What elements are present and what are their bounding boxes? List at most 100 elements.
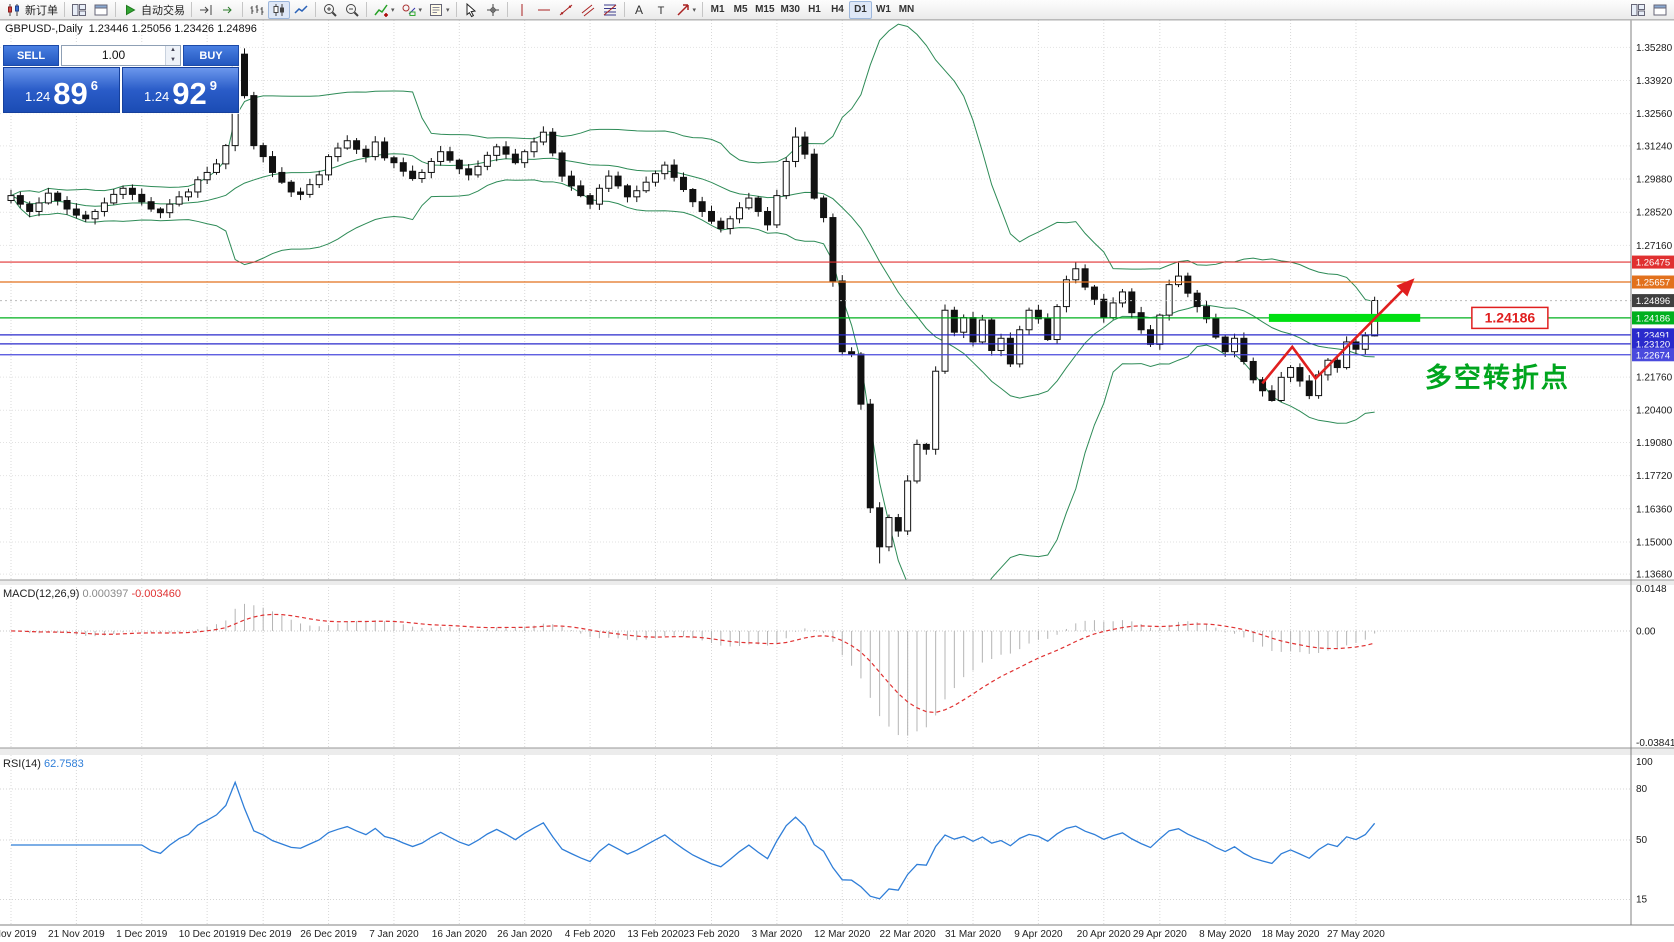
volume-up-icon[interactable]: ▲ <box>166 46 180 56</box>
buy-price-button[interactable]: 1.24 92 9 <box>122 67 239 113</box>
fibonacci-button[interactable] <box>599 1 621 19</box>
buy-price-prefix: 1.24 <box>143 89 170 104</box>
sell-price-prefix: 1.24 <box>24 89 51 104</box>
timeframe-m5-button[interactable]: M5 <box>729 1 752 19</box>
horizontal-line-button[interactable] <box>533 1 555 19</box>
arrows-button[interactable]: ▾ <box>672 1 700 19</box>
buy-button[interactable]: BUY <box>183 45 239 66</box>
chart-ohlc-values: 1.23446 1.25056 1.23426 1.24896 <box>88 23 257 35</box>
toolbar-separator <box>702 2 704 17</box>
equidistant-channel-icon <box>581 4 594 16</box>
new-order-button-label: 新订单 <box>25 4 58 17</box>
bar-chart-button[interactable] <box>246 1 268 19</box>
price-label-annotation[interactable]: 1.24186 <box>1471 306 1549 330</box>
buy-price-big: 92 <box>172 75 207 111</box>
turning-point-text[interactable]: 多空转折点 <box>1425 362 1570 393</box>
templates-button[interactable]: ▾ <box>425 1 453 19</box>
timeframe-h4-button[interactable]: H4 <box>826 1 849 19</box>
new-chart-button[interactable] <box>90 1 112 19</box>
rsi-panel <box>0 780 1631 900</box>
timeframe-m30-button[interactable]: M30 <box>778 1 803 19</box>
timeframe-d1-button[interactable]: D1 <box>848 0 872 19</box>
panel-separators[interactable] <box>0 579 1674 755</box>
svg-text:0.0148: 0.0148 <box>1636 584 1667 595</box>
crosshair-button[interactable] <box>482 1 504 19</box>
svg-text:16 Jan 2020: 16 Jan 2020 <box>432 929 487 940</box>
indicators-button[interactable]: ▾ <box>370 1 398 19</box>
vertical-line-icon <box>521 3 523 16</box>
candlestick-chart-icon <box>273 3 284 16</box>
toolbar-separator <box>191 2 192 17</box>
vertical-line-button[interactable] <box>511 1 533 19</box>
cursor-button[interactable] <box>460 1 482 19</box>
restore-chart-button[interactable] <box>1649 1 1671 19</box>
timeframe-mn-button[interactable]: MN <box>895 1 918 19</box>
line-chart-button[interactable] <box>290 1 312 19</box>
sell-price-sup: 6 <box>90 78 99 93</box>
objects-list-button[interactable]: ▾ <box>398 1 426 19</box>
svg-text:1 Dec 2019: 1 Dec 2019 <box>116 929 168 940</box>
chart-title: GBPUSD-,Daily 1.23446 1.25056 1.23426 1.2… <box>5 23 257 35</box>
timeframe-w1-button[interactable]: W1 <box>872 1 895 19</box>
macd-label: MACD(12,26,9) 0.000397 -0.003460 <box>3 588 181 600</box>
timeframe-h1-button[interactable]: H1 <box>803 1 826 19</box>
svg-text:1.24186: 1.24186 <box>1636 313 1670 324</box>
zoom-out-button[interactable] <box>341 1 363 19</box>
price-axis[interactable]: 1.35280 1.33920 1.32560 1.31240 1.29880 1.285… <box>1632 43 1674 906</box>
chart-shift-icon <box>200 4 212 15</box>
dropdown-arrow-icon: ▾ <box>692 6 697 14</box>
trend-arrow-annotation[interactable] <box>1261 278 1415 385</box>
text-label-button[interactable]: T <box>650 1 672 19</box>
svg-text:3 Mar 2020: 3 Mar 2020 <box>752 929 803 940</box>
new-chart-icon <box>94 4 108 15</box>
svg-text:27 May 2020: 27 May 2020 <box>1327 929 1385 940</box>
fibonacci-icon <box>603 4 616 15</box>
autotrading-button[interactable]: 自动交易 <box>119 1 188 19</box>
sell-button[interactable]: SELL <box>3 45 59 66</box>
svg-text:19 Dec 2019: 19 Dec 2019 <box>235 929 292 940</box>
svg-text:T: T <box>657 5 664 17</box>
svg-text:1.20400: 1.20400 <box>1636 406 1673 417</box>
volume-spinner[interactable]: ▲ ▼ <box>165 46 180 65</box>
equidistant-channel-button[interactable] <box>577 1 599 19</box>
new-order-icon <box>8 3 19 16</box>
tile-windows-button[interactable] <box>68 1 90 19</box>
support-highlight-segment <box>1268 313 1421 322</box>
svg-text:1.35280: 1.35280 <box>1636 43 1673 54</box>
zoom-in-button[interactable] <box>319 1 341 19</box>
volume-down-icon[interactable]: ▼ <box>166 55 180 65</box>
buy-price-sup: 9 <box>209 78 218 93</box>
toolbar-separator <box>115 2 116 17</box>
sell-price-button[interactable]: 1.24 89 6 <box>3 67 120 113</box>
auto-scroll-button[interactable] <box>217 1 239 19</box>
svg-text:20 Apr 2020: 20 Apr 2020 <box>1077 929 1131 940</box>
svg-text:23 Feb 2020: 23 Feb 2020 <box>683 929 740 940</box>
tile-windows-icon <box>72 3 86 16</box>
time-axis[interactable]: 1 Nov 2019 21 Nov 2019 1 Dec 2019 10 Dec 20… <box>0 929 1385 940</box>
trendline-button[interactable] <box>555 1 577 19</box>
svg-text:21 Nov 2019: 21 Nov 2019 <box>48 929 105 940</box>
volume-field[interactable]: 1.00 ▲ ▼ <box>61 45 181 66</box>
autotrading-icon <box>126 4 136 15</box>
toolbar-separator <box>366 2 367 17</box>
svg-text:0.00: 0.00 <box>1636 626 1656 637</box>
text-button[interactable]: A <box>628 1 650 19</box>
timeframe-m1-button[interactable]: M1 <box>706 1 729 19</box>
toolbar-separator <box>623 2 625 17</box>
candlestick-chart-button[interactable] <box>268 0 290 19</box>
timeframe-m15-button[interactable]: M15 <box>752 1 777 19</box>
dropdown-arrow-icon: ▾ <box>446 6 450 14</box>
chart-shift-button[interactable] <box>195 1 217 19</box>
svg-text:1.28520: 1.28520 <box>1636 208 1673 219</box>
text-label-icon: T <box>657 5 664 17</box>
templates-icon <box>430 3 443 16</box>
svg-text:1.27160: 1.27160 <box>1636 241 1673 252</box>
new-order-button[interactable]: 新订单 <box>3 1 61 19</box>
svg-text:1.23491: 1.23491 <box>1636 330 1670 341</box>
svg-text:1.32560: 1.32560 <box>1636 109 1673 120</box>
dropdown-arrow-icon: ▾ <box>418 6 423 14</box>
arrange-windows-button[interactable] <box>1627 1 1649 19</box>
toolbar-separator <box>506 2 508 17</box>
